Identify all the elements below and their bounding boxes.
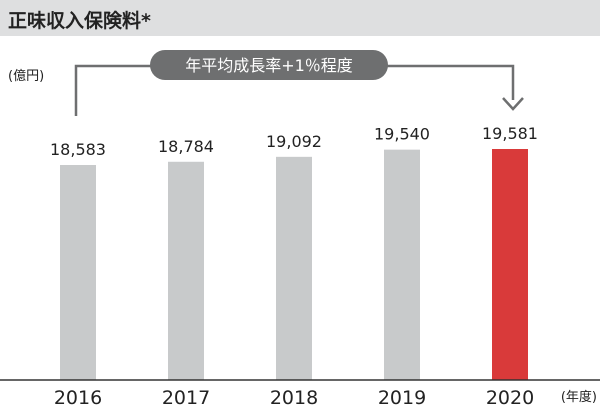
bar-2019 (384, 149, 420, 380)
y-axis-unit-label: (億円) (8, 68, 44, 84)
category-label-2019: 2019 (378, 387, 426, 409)
chart-title: 正味収入保険料* (8, 10, 151, 32)
category-label-2020: 2020 (486, 387, 534, 409)
annotation-text: 年平均成長率+1％程度 (185, 56, 353, 75)
value-label-2018: 19,092 (266, 132, 322, 151)
bar-2018 (276, 156, 312, 380)
annotation-pill (150, 50, 388, 80)
x-axis-unit-label: (年度) (561, 389, 597, 405)
bar-2017 (168, 161, 204, 380)
title-band: 正味収入保険料* (0, 0, 600, 36)
value-label-2020: 19,581 (482, 124, 538, 143)
bar-2020 (492, 149, 528, 380)
value-label-2019: 19,540 (374, 125, 430, 144)
annotation-arrow-icon (502, 97, 524, 111)
value-label-2017: 18,784 (158, 137, 214, 156)
bar-2016 (60, 165, 96, 380)
category-label-2016: 2016 (54, 387, 102, 409)
value-label-2016: 18,583 (50, 140, 106, 159)
bars-group: 18,583 2016 18,784 2017 19,092 2018 19,540 2019… (50, 124, 538, 409)
category-label-2017: 2017 (162, 387, 210, 409)
growth-annotation: 年平均成長率+1％程度 (74, 50, 524, 116)
category-label-2018: 2018 (270, 387, 318, 409)
